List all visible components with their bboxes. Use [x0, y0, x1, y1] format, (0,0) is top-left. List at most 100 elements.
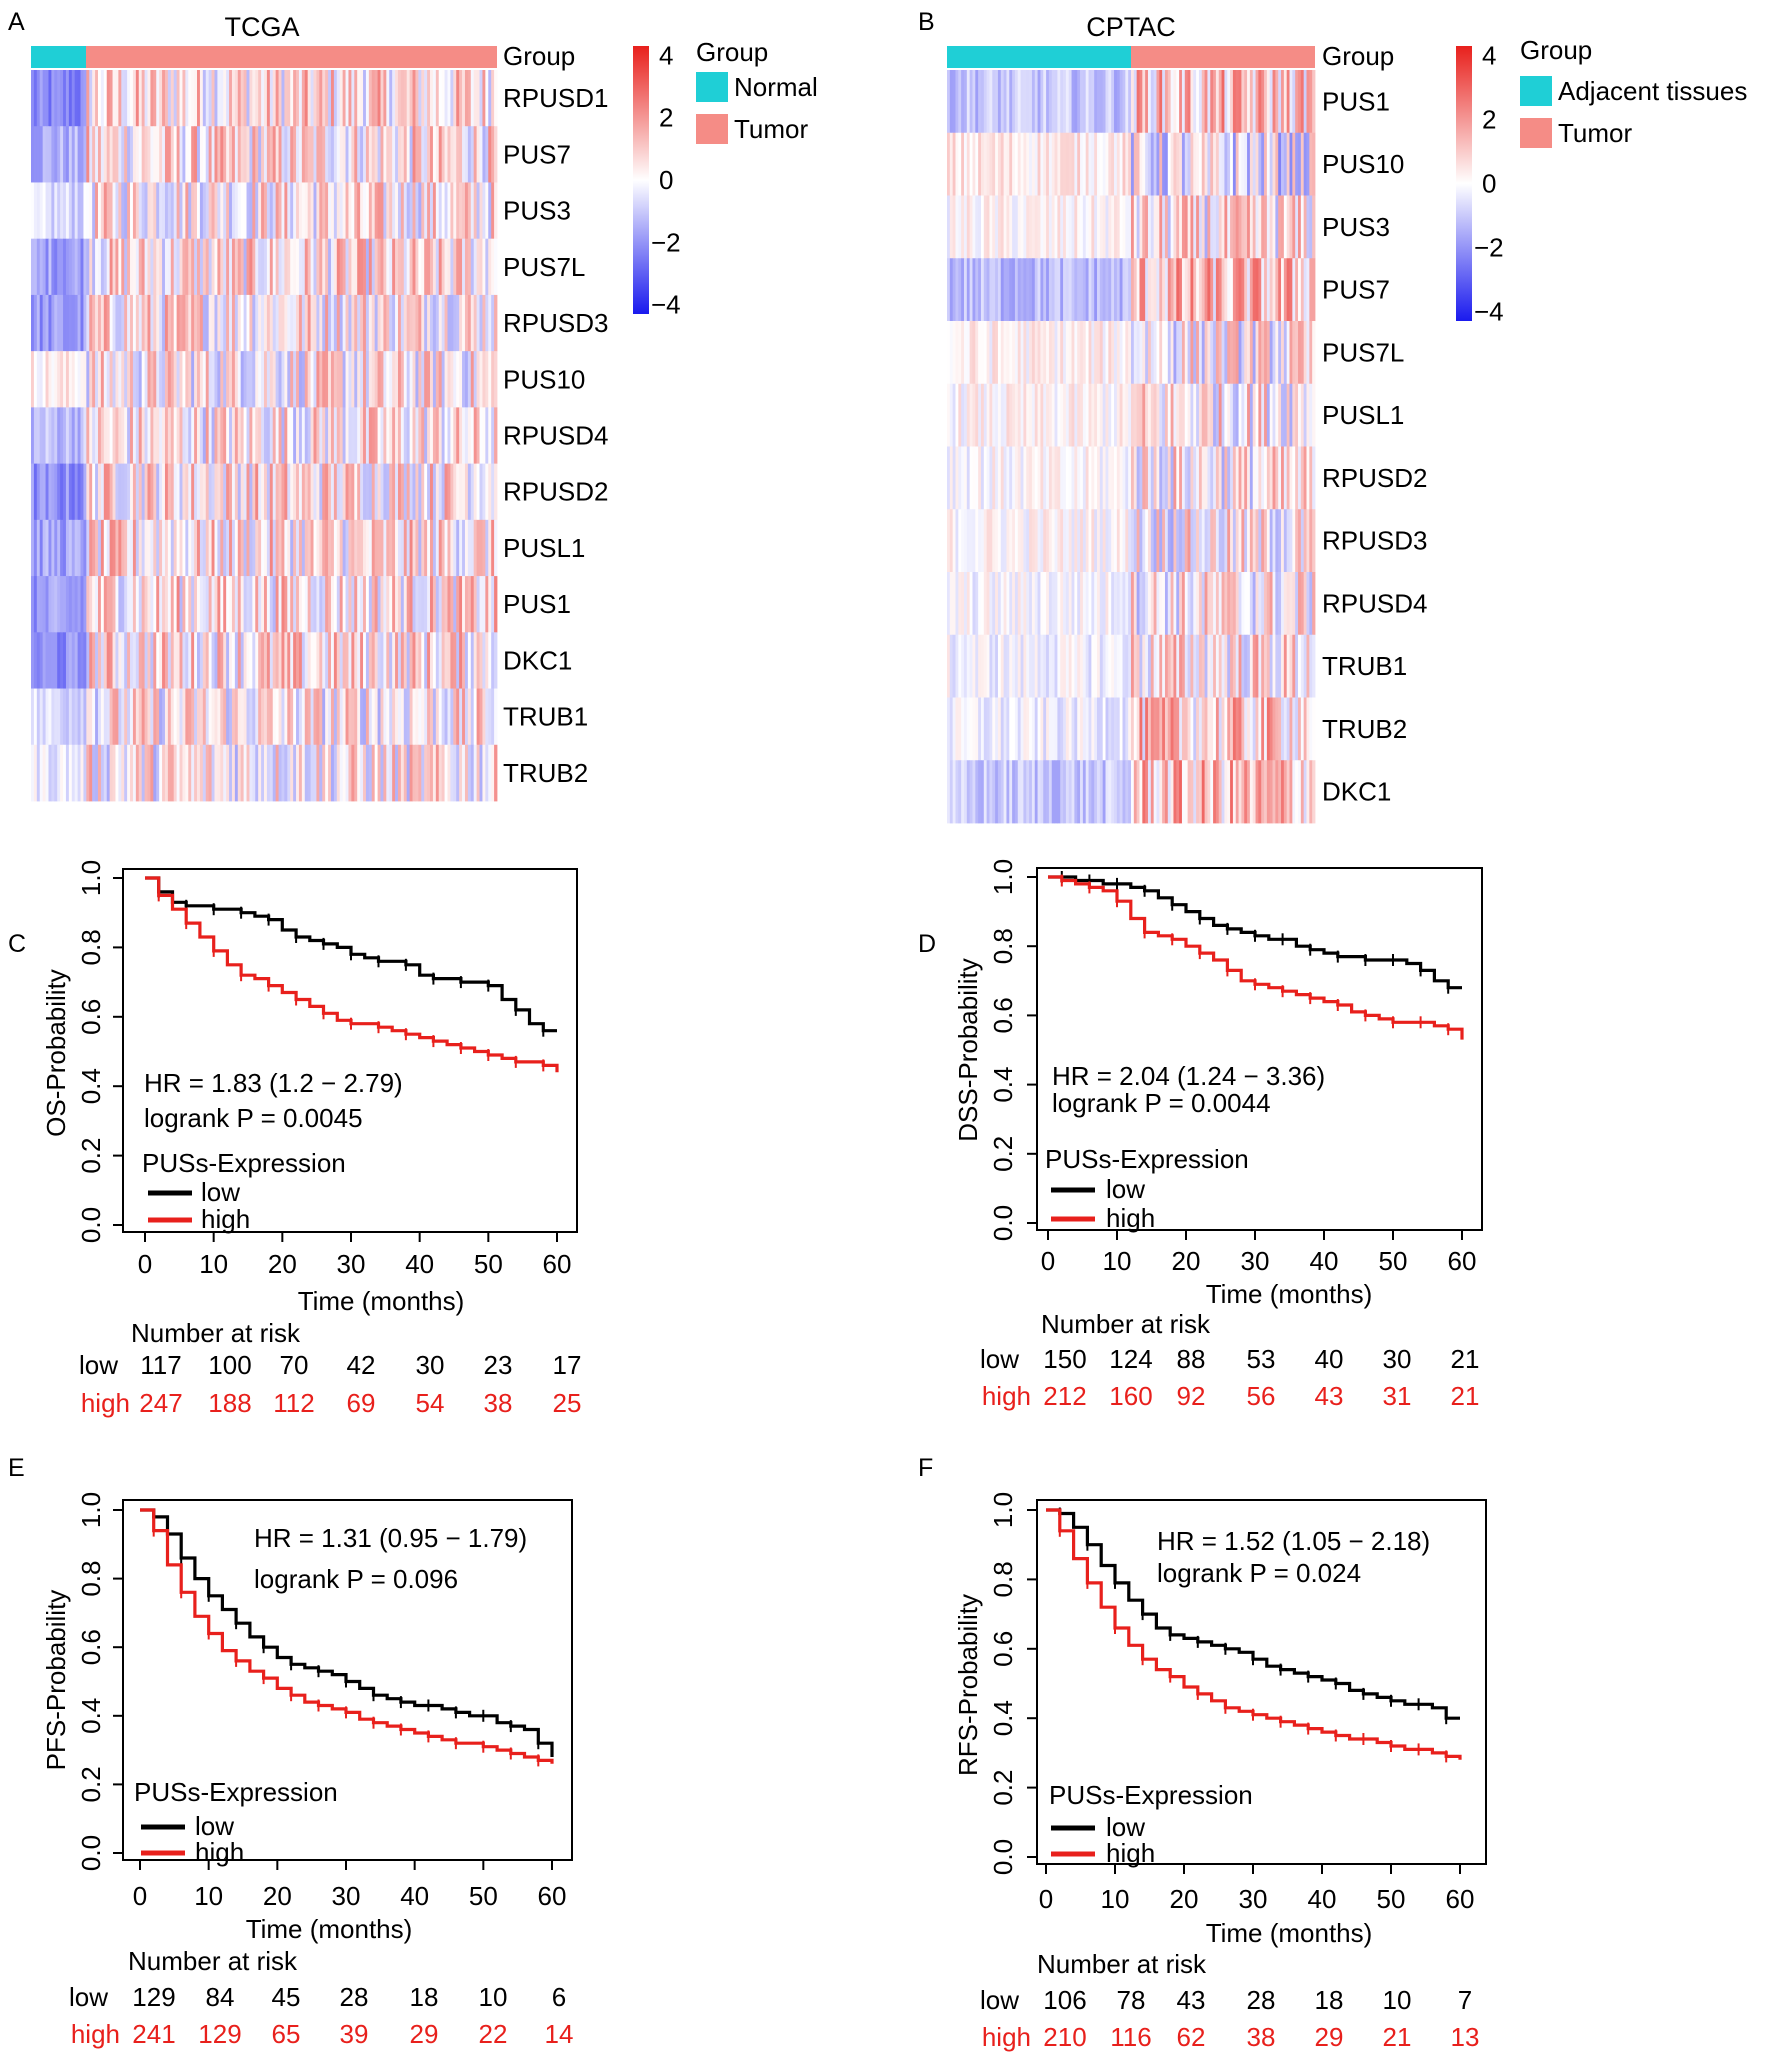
heatmap-cell — [1068, 132, 1072, 196]
heatmap-cell — [159, 70, 163, 127]
heatmap-cell — [197, 463, 201, 521]
heatmap-cell — [963, 572, 968, 636]
heatmap-cell — [491, 351, 495, 408]
heatmap-cell — [100, 126, 105, 183]
heatmap-cell — [1201, 446, 1205, 510]
gene-label: RPUSD1 — [503, 83, 608, 113]
heatmap-cell — [1150, 446, 1155, 510]
heatmap-cell — [1300, 383, 1305, 447]
heatmap-cell — [188, 407, 192, 465]
gene-label: TRUB2 — [503, 758, 588, 788]
heatmap-cell — [1164, 258, 1169, 322]
heatmap-cell — [1264, 195, 1268, 259]
risk-count-high: 92 — [1177, 1381, 1206, 1411]
heatmap-cell — [115, 351, 119, 408]
risk-count-high: 25 — [553, 1388, 582, 1418]
heatmap-cell — [365, 70, 370, 127]
heatmap-cell — [989, 70, 993, 134]
heatmap-cell — [284, 70, 288, 127]
heatmap-cell — [430, 70, 434, 127]
x-tick-label: 60 — [1446, 1884, 1475, 1914]
heatmap-cell — [223, 182, 227, 240]
heatmap-cell — [217, 576, 221, 633]
heatmap-cell — [296, 688, 300, 746]
y-tick-label: 0.4 — [76, 1698, 106, 1734]
legend-label-tumor: Tumor — [1558, 118, 1632, 148]
heatmap-cell — [1009, 321, 1013, 385]
heatmap-cell — [1176, 634, 1180, 698]
heatmap-cell — [336, 126, 341, 183]
heatmap-cell — [208, 70, 212, 127]
heatmap-cell — [164, 294, 169, 352]
heatmap-cell — [397, 463, 402, 521]
heatmap-cell — [412, 126, 416, 183]
heatmap-cell — [1162, 572, 1166, 636]
heatmap-cell — [316, 407, 320, 465]
heatmap-cell — [1057, 509, 1061, 573]
heatmap-cell — [958, 446, 962, 510]
heatmap-cell — [482, 70, 486, 127]
heatmap-cell — [60, 407, 64, 465]
heatmap-cell — [1207, 760, 1211, 824]
heatmap-cell — [237, 688, 242, 746]
heatmap-cell — [1048, 760, 1053, 824]
heatmap-cell — [1080, 634, 1084, 698]
heatmap-cell — [231, 70, 236, 127]
heatmap-cell — [368, 463, 373, 521]
y-tick-label: 0.6 — [988, 1631, 1018, 1667]
heatmap-cell — [71, 576, 76, 633]
heatmap-cell — [1295, 760, 1299, 824]
heatmap-cell — [1111, 132, 1115, 196]
heatmap-cell — [1204, 760, 1208, 824]
heatmap-cell — [322, 744, 326, 802]
heatmap-cell — [482, 576, 486, 633]
heatmap-cell — [1235, 132, 1239, 196]
heatmap-cell — [310, 238, 314, 296]
heatmap-cell — [464, 351, 469, 408]
heatmap-cell — [278, 576, 282, 633]
heatmap-cell — [202, 407, 207, 465]
heatmap-cell — [1289, 195, 1293, 259]
heatmap-cell — [92, 126, 96, 183]
legend-swatch-tumor — [1520, 118, 1552, 148]
heatmap-cell — [287, 519, 291, 577]
heatmap-cell — [191, 463, 195, 521]
heatmap-cell — [336, 70, 341, 127]
heatmap-cell — [1303, 258, 1307, 322]
heatmap-cell — [986, 634, 990, 698]
heatmap-cell — [1153, 697, 1157, 761]
heatmap-cell — [1196, 697, 1200, 761]
heatmap-cell — [83, 744, 87, 802]
heatmap-cell — [246, 576, 250, 633]
heatmap-cell — [1156, 446, 1160, 510]
heatmap-cell — [488, 351, 492, 408]
heatmap-cell — [60, 238, 64, 296]
heatmap-cell — [961, 321, 965, 385]
heatmap-cell — [322, 126, 326, 183]
heatmap-cell — [167, 576, 172, 633]
heatmap-cell — [1116, 258, 1121, 322]
heatmap-cell — [60, 632, 64, 689]
heatmap-cell — [287, 294, 291, 352]
heatmap-cell — [1221, 195, 1225, 259]
heatmap-cell — [1235, 634, 1239, 698]
heatmap-cell — [1286, 258, 1290, 322]
heatmap-cell — [1258, 321, 1262, 385]
heatmap-cell — [33, 294, 38, 352]
heatmap-cell — [205, 182, 210, 240]
heatmap-cell — [51, 182, 55, 240]
heatmap-cell — [1187, 383, 1191, 447]
heatmap-cell — [1272, 70, 1276, 134]
heatmap-cell — [1213, 258, 1217, 322]
heatmap-cell — [310, 182, 314, 240]
heatmap-cell — [162, 238, 166, 296]
heatmap-cell — [115, 70, 119, 127]
heatmap-cell — [1289, 572, 1293, 636]
heatmap-cell — [374, 519, 378, 577]
heatmap-cell — [441, 744, 445, 802]
heatmap-cell — [456, 576, 460, 633]
heatmap-cell — [1300, 509, 1305, 573]
heatmap-cell — [217, 632, 221, 689]
heatmap-cell — [430, 632, 434, 689]
heatmap-cell — [1312, 509, 1316, 573]
